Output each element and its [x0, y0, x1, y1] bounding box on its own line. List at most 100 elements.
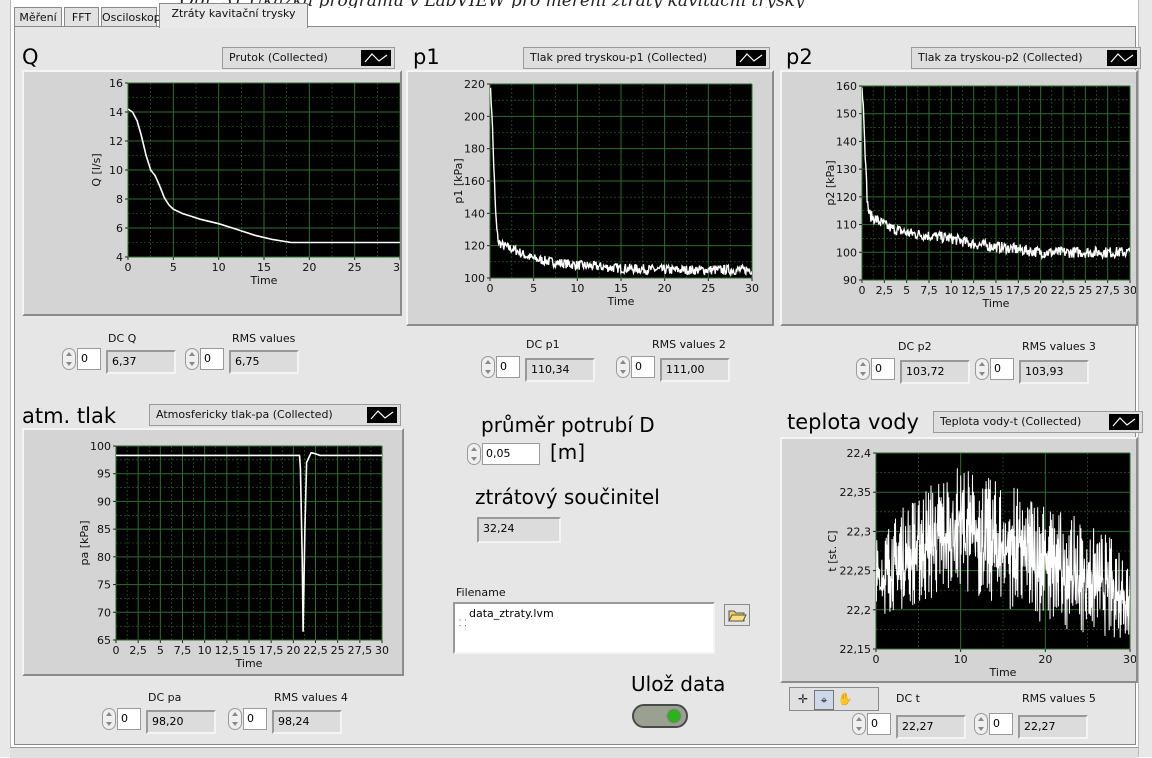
filename-value: data_ztraty.lvm [469, 607, 554, 620]
window-frame-right [1138, 0, 1152, 757]
index-stepper-dc-q[interactable] [62, 348, 76, 370]
tick-label-y: 8 [116, 193, 123, 206]
index-stepper-rms-t[interactable] [974, 713, 988, 735]
tick-label-y: 160 [836, 80, 857, 93]
tick-label-x: 7,5 [174, 644, 192, 657]
tab-fft[interactable]: FFT [64, 7, 99, 27]
legend-label-pa: Atmosfericky tlak-pa (Collected) [156, 408, 333, 421]
tick-label-x: 12,5 [961, 284, 986, 297]
tick-label-y: 95 [97, 468, 111, 481]
tick-label-x: 10 [198, 644, 212, 657]
graph-canvas: 0 5 10 15 20 25 30 4 6 8 10 12 14 16 Time Q [l/s] [90, 77, 400, 287]
tick-label-y: 22,15 [840, 643, 872, 656]
tick-label-y: 180 [464, 143, 485, 156]
tick-label-y: 100 [836, 246, 857, 259]
legend-p2[interactable]: Tlak za tryskou-p2 (Collected) [911, 47, 1141, 69]
index-input-rms-p1[interactable]: 0 [631, 356, 655, 378]
index-stepper-rms-pa[interactable] [228, 708, 242, 730]
rms-label-pa: RMS values 4 [274, 691, 348, 704]
plot-line-icon [1107, 50, 1137, 66]
filename-path-input[interactable]: ⸬ data_ztraty.lvm [453, 602, 715, 654]
index-stepper-dc-p2[interactable] [856, 358, 870, 380]
tick-label-x: 25 [331, 644, 345, 657]
folder-open-icon [728, 610, 747, 622]
graph-pa[interactable]: 0 2,5 5 7,5 10 12,5 15 17,5 20 22,5 25 27,5 30 65 70 75… [22, 428, 404, 676]
tick-label-x: 0 [487, 282, 494, 295]
index-input-rms-pa[interactable]: 0 [243, 708, 267, 730]
index-input-dc-p2[interactable]: 0 [871, 358, 895, 380]
page-caption: Obr. 31 Ukázka programu v LabVIEW pro mě… [0, 0, 1152, 8]
y-axis-label: t [st. C] [826, 530, 839, 571]
graph-canvas: 0 2,5 5 7,5 10 12,5 15 17,5 20 22,5 25 27,5 30 90 100 1… [824, 80, 1136, 310]
tab-osciloskop[interactable]: Osciloskop [101, 7, 161, 27]
tick-label-x: 0 [125, 261, 132, 274]
tick-label-x: 0 [113, 644, 120, 657]
tick-label-y: 140 [464, 207, 485, 220]
index-input-dc-pa[interactable]: 0 [117, 708, 141, 730]
graph-title-pa: atm. tlak [22, 404, 117, 428]
horizontal-scrollbar[interactable] [10, 747, 1138, 758]
tick-label-x: 30 [1123, 284, 1136, 297]
index-input-dc-p1[interactable]: 0 [496, 356, 520, 378]
graph-t[interactable]: 0 10 20 30 22,15 22,2 22,25 22,3 22,35 22,4 Time t … [780, 437, 1138, 683]
dc-label-p2: DC p2 [898, 340, 932, 353]
legend-t[interactable]: Teplota vody-t (Collected) [933, 411, 1143, 433]
index-stepper-rms-p1[interactable] [616, 356, 630, 378]
tick-label-x: 30 [393, 261, 400, 274]
rms-value-t: 22,27 [1018, 715, 1088, 739]
graph-canvas: 0 5 10 15 20 25 30 100 120 140 160 180 200 220 Time p1 … [452, 78, 759, 308]
hand-pan-icon[interactable]: ✋ [837, 692, 853, 706]
tick-label-x: 10 [954, 653, 968, 666]
browse-button[interactable] [724, 604, 750, 626]
diameter-stepper[interactable] [467, 443, 481, 465]
tick-label-y: 65 [97, 634, 111, 647]
tick-label-y: 10 [109, 164, 123, 177]
dc-value-q: 6,37 [106, 350, 176, 374]
legend-q[interactable]: Prutok (Collected) [222, 47, 395, 69]
tick-label-x: 20 [658, 282, 672, 295]
graph-p2[interactable]: 0 2,5 5 7,5 10 12,5 15 17,5 20 22,5 25 27,5 30 90 100 1… [780, 70, 1138, 326]
legend-label-q: Prutok (Collected) [229, 51, 328, 64]
index-input-rms-p2[interactable]: 0 [990, 358, 1014, 380]
tab-ztraty[interactable]: Ztráty kavitační trysky [159, 3, 308, 28]
zoom-icon[interactable]: ⌖ [814, 690, 834, 710]
index-stepper-rms-p2[interactable] [975, 358, 989, 380]
graph-canvas: 0 10 20 30 22,15 22,2 22,25 22,3 22,35 22,4 Time t … [826, 447, 1136, 679]
graph-p1[interactable]: 0 5 10 15 20 25 30 100 120 140 160 180 200 220 Time p1 … [406, 70, 774, 326]
index-stepper-dc-t[interactable] [852, 713, 866, 735]
index-stepper-dc-p1[interactable] [481, 356, 495, 378]
tick-label-y: 100 [90, 440, 111, 453]
dc-value-p2: 103,72 [900, 360, 970, 384]
y-axis-label: p2 [kPa] [824, 160, 837, 205]
save-data-button[interactable] [632, 704, 688, 728]
legend-p1[interactable]: Tlak pred tryskou-p1 (Collected) [523, 47, 770, 69]
tick-label-y: 22,25 [840, 565, 872, 578]
tick-label-x: 25 [348, 261, 362, 274]
tick-label-y: 16 [109, 77, 123, 90]
legend-label-p2: Tlak za tryskou-p2 (Collected) [918, 51, 1083, 64]
index-stepper-rms-q[interactable] [185, 348, 199, 370]
window-frame-left [0, 0, 11, 757]
index-input-dc-t[interactable]: 0 [867, 713, 891, 735]
tick-label-x: 15 [989, 284, 1003, 297]
tab-mereni[interactable]: Měření [14, 7, 62, 27]
y-axis-label: pa [kPa] [78, 520, 91, 565]
dc-label-p1: DC p1 [526, 338, 560, 351]
graph-q[interactable]: 0 5 10 15 20 25 30 4 6 8 10 12 14 16 Time Q [l/s] [22, 70, 402, 316]
path-icon: ⸬ [459, 619, 467, 629]
tick-label-y: 120 [836, 191, 857, 204]
legend-label-t: Teplota vody-t (Collected) [940, 415, 1082, 428]
x-axis-label: Time [989, 666, 1017, 679]
tick-label-x: 15 [257, 261, 271, 274]
filename-label: Filename [456, 586, 506, 599]
legend-pa[interactable]: Atmosfericky tlak-pa (Collected) [149, 404, 401, 426]
tick-label-y: 200 [464, 110, 485, 123]
index-input-rms-q[interactable]: 0 [200, 348, 224, 370]
diameter-input[interactable]: 0,05 [482, 443, 540, 465]
cursor-cross-icon[interactable]: ✛ [797, 692, 809, 706]
index-stepper-dc-pa[interactable] [102, 708, 116, 730]
tick-label-y: 150 [836, 108, 857, 121]
index-input-rms-t[interactable]: 0 [989, 713, 1013, 735]
tick-label-y: 110 [836, 219, 857, 232]
index-input-dc-q[interactable]: 0 [77, 348, 101, 370]
